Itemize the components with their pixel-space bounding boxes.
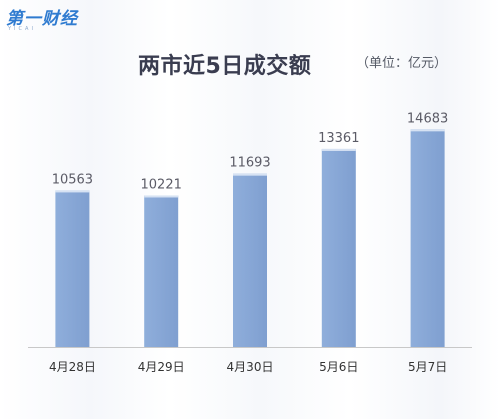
logo-subtext: YICAI	[8, 26, 36, 32]
data-label: 13361	[318, 131, 359, 146]
logo-text: 第一财经	[6, 9, 78, 29]
bar-top-highlight	[144, 195, 179, 198]
bar-top-highlight	[321, 148, 356, 151]
x-tick-label: 5月6日	[319, 360, 358, 374]
data-label: 11693	[229, 156, 270, 171]
x-tick-label: 4月28日	[49, 360, 96, 374]
bar-top-highlight	[55, 190, 90, 193]
chart-title: 两市近5日成交额	[138, 54, 312, 79]
brand-logo: 第一财经 YICAI	[6, 4, 96, 34]
chart-unit-label: （单位：亿元）	[356, 56, 448, 71]
data-label: 10563	[52, 172, 93, 187]
bar	[233, 173, 267, 347]
bar	[410, 129, 445, 347]
bar	[321, 148, 356, 347]
x-tick-label: 4月29日	[138, 360, 185, 374]
data-label: 14683	[407, 111, 448, 126]
bar	[55, 190, 90, 347]
bar	[144, 195, 179, 347]
bar-top-highlight	[410, 129, 445, 132]
x-tick-label: 4月30日	[227, 360, 274, 374]
data-label: 10221	[141, 177, 182, 192]
x-tick-label: 5月7日	[408, 360, 447, 374]
bar-top-highlight	[233, 173, 267, 176]
